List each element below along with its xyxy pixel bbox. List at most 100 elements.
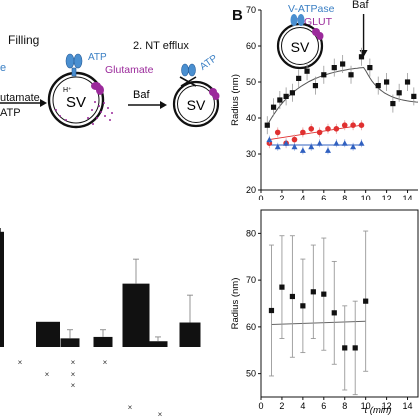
- step1-title: Filling: [8, 33, 40, 47]
- data-point: [289, 293, 295, 300]
- y-tick-label: 70: [246, 5, 256, 15]
- x-tick-label: 2: [279, 401, 284, 411]
- data-point-blue: [291, 143, 298, 150]
- plot-frame: [260, 209, 419, 398]
- glutamate-dots: [55, 101, 113, 125]
- vglut-icon-2: [209, 88, 220, 100]
- x-tick-label: 6: [321, 194, 326, 200]
- data-point-black: [404, 79, 411, 85]
- data-point-blue: [341, 140, 348, 146]
- bar: [148, 341, 168, 347]
- inset-vesicle-inner: [281, 27, 319, 65]
- partial-label-top: e: [0, 62, 7, 74]
- data-point-black: [289, 90, 295, 96]
- inset-vglut-label: VGLUT: [297, 16, 333, 28]
- baf-marker-label: Baf: [352, 0, 369, 11]
- vesicle-1-inner: [52, 76, 100, 124]
- condition-marker: ×: [71, 358, 76, 367]
- data-point-black: [312, 83, 319, 89]
- bar: [93, 336, 113, 347]
- data-point-blue: [333, 140, 340, 146]
- data-point: [279, 284, 285, 290]
- data-point-black: [384, 79, 390, 85]
- data-point-blue: [299, 147, 306, 153]
- y-tick-label: 50: [246, 369, 256, 379]
- data-point-red: [274, 129, 281, 136]
- glutamate-label: Glutamate: [105, 64, 154, 76]
- x-axis-label: t (min): [365, 405, 392, 416]
- y-tick-label: 20: [246, 185, 256, 195]
- data-point-red: [316, 129, 323, 136]
- v-atpase-icon-2: [179, 63, 197, 87]
- data-point-blue: [308, 143, 315, 150]
- data-point-black: [348, 72, 354, 78]
- data-point: [268, 307, 275, 314]
- partial-label-atp: ATP: [0, 107, 21, 119]
- data-point-black: [283, 93, 289, 99]
- condition-marker: ×: [158, 410, 163, 419]
- data-point-black: [396, 90, 402, 96]
- y-tick-label: 50: [246, 77, 256, 87]
- y-tick-label: 60: [246, 41, 256, 51]
- data-point-blue: [283, 140, 290, 146]
- baf-arrowhead: [160, 101, 167, 109]
- data-point-black: [411, 93, 417, 99]
- inset-v-atpase-icon: [297, 14, 305, 26]
- data-point-black: [270, 104, 277, 110]
- data-point-blue: [324, 147, 331, 153]
- bar: [179, 322, 201, 347]
- bar: [0, 231, 4, 347]
- x-tick-label: 14: [403, 401, 413, 411]
- vglut-icon: [91, 82, 104, 95]
- bar: [122, 283, 150, 347]
- data-point-black: [264, 122, 270, 128]
- data-point: [363, 298, 369, 304]
- data-point-black: [304, 68, 310, 74]
- x-tick-label: 2: [279, 194, 284, 200]
- panel-a-schematic: SV ATP H⁺ Glutamate Baf SV ATP: [0, 52, 220, 129]
- vesicle-1-label: SV: [66, 94, 86, 111]
- data-point-red: [358, 122, 365, 128]
- x-tick-label: 12: [382, 194, 392, 200]
- bar-chart: × × × × × × × ×: [0, 228, 201, 419]
- data-point: [352, 345, 358, 351]
- data-point-red: [341, 122, 348, 128]
- x-tick-label: 10: [361, 194, 371, 200]
- data-point-red: [308, 126, 315, 132]
- radius-time-chart: 20 30 40 50 60 70 0 2 4 6 8 10 12 14 Radius (nm) SV: [230, 5, 419, 200]
- vesicle-2: [172, 80, 220, 128]
- baf-label-a: Baf: [133, 89, 150, 101]
- x-tick-label: 0: [258, 401, 263, 411]
- x-tick-label: 6: [321, 401, 326, 411]
- data-point-red: [350, 122, 356, 128]
- partial-label-glutamate: utamate: [0, 92, 40, 104]
- x-tick-label: 14: [403, 194, 413, 200]
- data-point: [342, 345, 348, 351]
- condition-marker: ×: [71, 381, 76, 390]
- data-point-black: [375, 83, 381, 89]
- condition-marker: ×: [71, 370, 76, 379]
- bar: [36, 321, 60, 347]
- x-tick-label: 8: [342, 194, 347, 200]
- vesicle-2-label: SV: [187, 97, 206, 113]
- data-point-blue: [358, 140, 365, 146]
- fit-line: [271, 320, 366, 326]
- data-point-black: [340, 61, 346, 67]
- atp-label-2: ATP: [198, 53, 220, 73]
- fit-curve: [266, 66, 419, 126]
- filling-arrowhead: [40, 99, 47, 107]
- condition-marker: ×: [18, 358, 23, 367]
- inset-vatpase-label: V-ATPase: [288, 3, 335, 15]
- inset-vglut-icon: [316, 32, 324, 40]
- inset-v-atpase-icon: [290, 14, 298, 26]
- x-tick-label: 8: [342, 401, 347, 411]
- radius-baf-chart: 50 60 70 80 0 2 4 6 8 10 12 14 Radius (nm) t (min): [230, 209, 419, 416]
- data-point-red: [325, 126, 331, 132]
- condition-marker: ×: [103, 358, 108, 367]
- y-tick-label: 70: [246, 275, 256, 285]
- data-point-blue: [350, 143, 357, 150]
- condition-marker: ×: [128, 403, 133, 412]
- data-point-blue: [316, 140, 323, 146]
- data-point-black: [390, 101, 396, 107]
- x-tick-label: 4: [300, 194, 305, 200]
